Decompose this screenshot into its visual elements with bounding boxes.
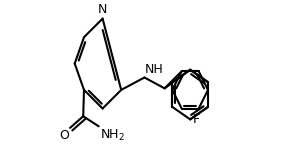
Text: NH$_2$: NH$_2$: [100, 128, 124, 143]
Text: NH: NH: [145, 63, 164, 76]
Text: N: N: [98, 3, 107, 16]
Text: F: F: [192, 113, 200, 126]
Text: O: O: [59, 129, 69, 142]
